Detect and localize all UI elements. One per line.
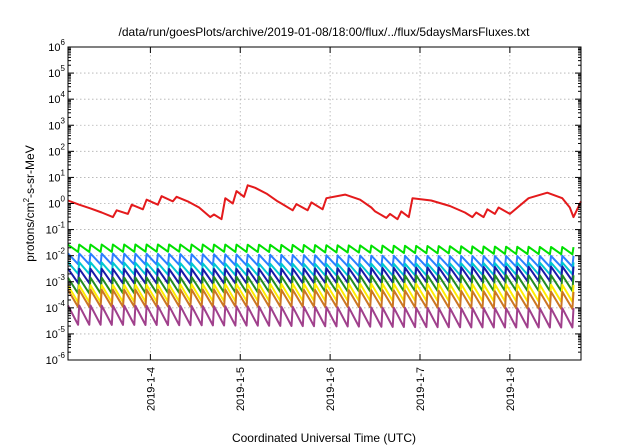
y-tick-label: 103 (48, 116, 65, 132)
y-tick-label: 10-1 (46, 221, 66, 237)
chart-title: /data/run/goesPlots/archive/2019-01-08/1… (119, 25, 531, 39)
x-tick-label: 2019-1-4 (145, 367, 157, 411)
y-tick-label: 105 (48, 64, 65, 80)
x-tick-label: 2019-1-6 (325, 367, 337, 411)
y-axis-label-sup: 2 (22, 197, 31, 202)
y-tick-label: 10-4 (46, 299, 66, 315)
y-axis-label-prefix: protons/cm (23, 202, 37, 261)
x-tick-label: 2019-1-7 (415, 367, 427, 411)
y-tick-label: 10-2 (46, 247, 66, 263)
y-tick-label: 102 (48, 142, 65, 158)
y-tick-label: 106 (48, 38, 65, 54)
series-line (67, 304, 575, 329)
series-line (67, 243, 575, 256)
series-layer (67, 184, 582, 329)
x-tick-label: 2019-1-8 (505, 367, 517, 411)
y-axis-label: protons/cm2-s-sr-MeV (22, 145, 37, 261)
y-tick-label: 100 (48, 195, 65, 211)
y-tick-label: 104 (48, 90, 65, 106)
x-tick-label: 2019-1-5 (235, 367, 247, 411)
y-tick-label: 10-3 (46, 273, 66, 289)
x-axis-label: Coordinated Universal Time (UTC) (232, 431, 416, 445)
y-tick-label: 10-5 (46, 325, 66, 341)
series-line (67, 184, 582, 221)
y-axis-label-suffix: -s-sr-MeV (23, 145, 37, 198)
series-line (67, 288, 575, 310)
y-tick-label: 101 (48, 168, 65, 184)
grid (68, 47, 581, 360)
ticks: 10-6 10-5 10-4 10-3 10-2 10-1 100 101 102 103 104 1… (46, 38, 581, 411)
y-tick-label: 10-6 (46, 351, 66, 367)
